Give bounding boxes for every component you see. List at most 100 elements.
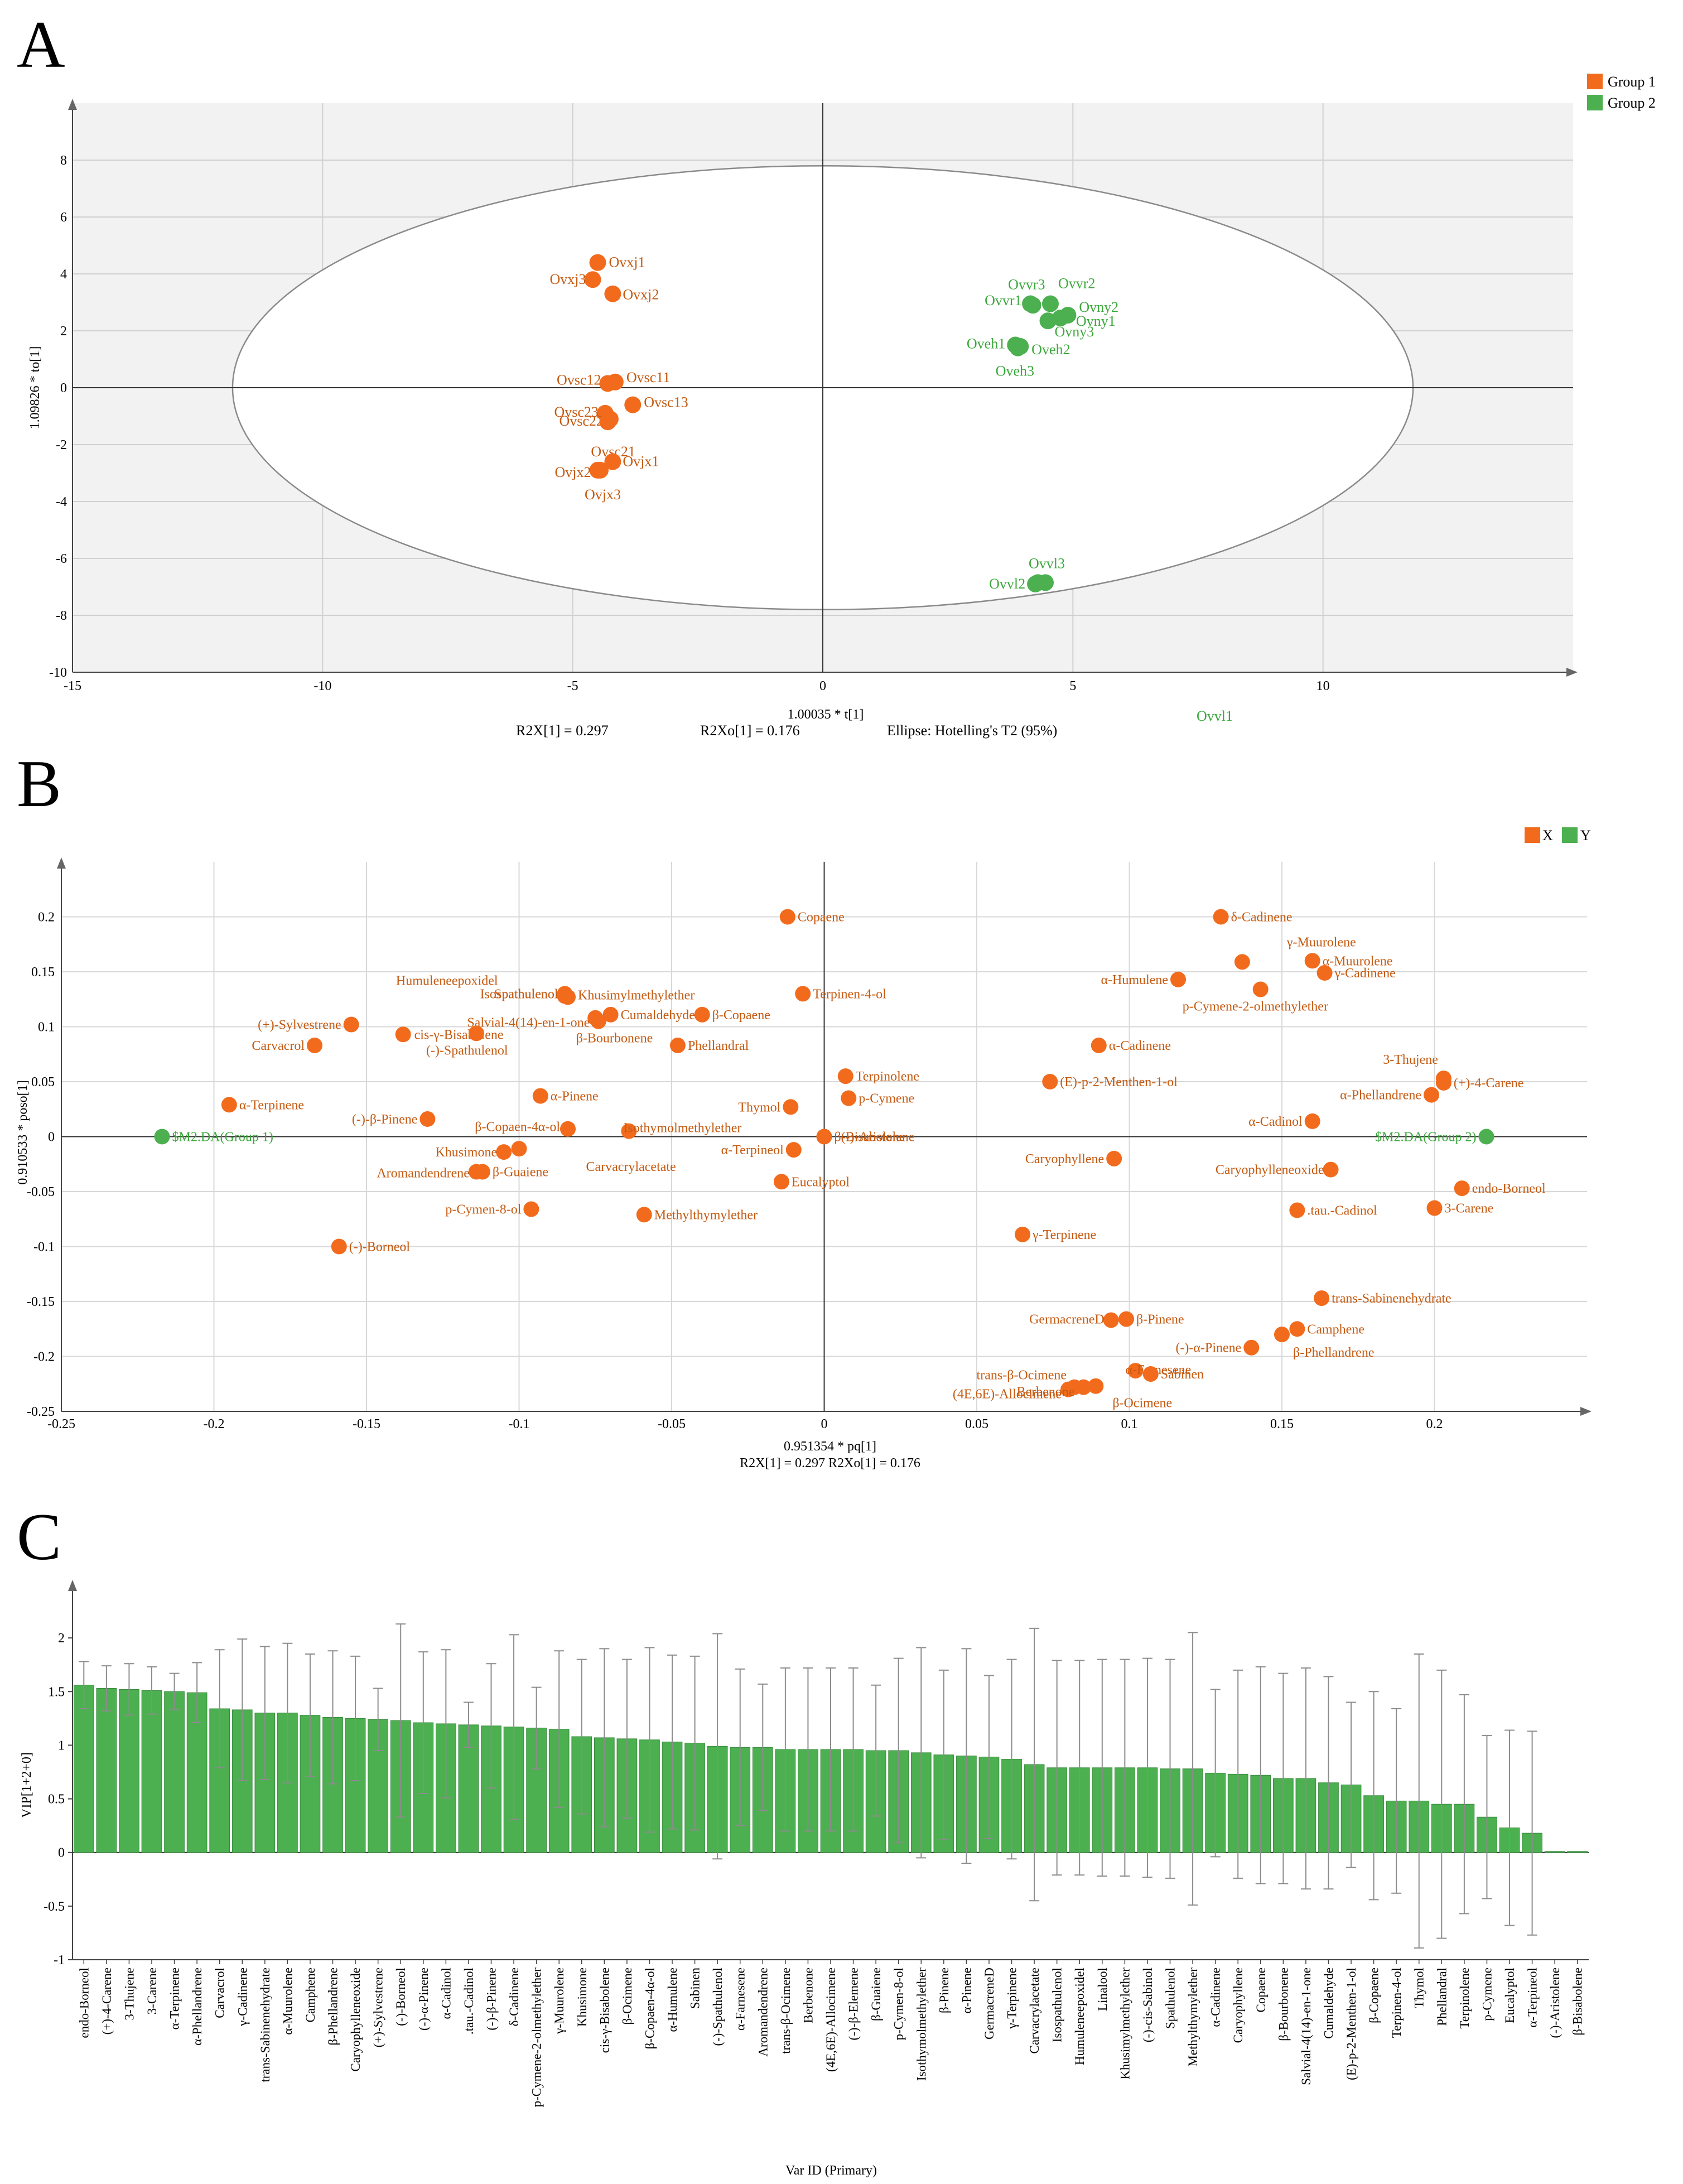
loading-label-bisabolene: β-Bisabolene: [835, 1130, 905, 1145]
loading-point-pinene: [419, 1111, 436, 1127]
a-ytick-label: 6: [60, 210, 67, 225]
vip-label-farnesene: α-Farnesene: [734, 1968, 748, 2031]
loading-point-terpinene: [1015, 1226, 1031, 1242]
vip-label-caryophylleneoxide: Caryophylleneoxide: [349, 1968, 363, 2072]
a-x-arrow: [1566, 668, 1578, 677]
a-ytick-label: 2: [60, 324, 67, 339]
vip-label-cadinene: γ-Cadinene: [235, 1968, 249, 2027]
loading-point-borneol: [331, 1238, 347, 1255]
loading-point-carvacrol: [307, 1037, 323, 1053]
loading-point-4-carene: [1435, 1074, 1451, 1091]
score-label-oveh2: Oveh2: [1031, 341, 1070, 358]
b-xtick-label: 0.2: [1426, 1417, 1443, 1431]
loading-point-camphene: [1289, 1321, 1305, 1337]
vip-label-p-cymen-8-ol: p-Cymen-8-ol: [892, 1968, 906, 2040]
vip-label-4-carene: (+)-4-Carene: [100, 1968, 114, 2034]
b-xtick-label: 0.1: [1121, 1417, 1138, 1431]
loading-point-sabinen: [1142, 1366, 1159, 1382]
score-label-ovxj3: Ovxj3: [550, 271, 586, 287]
loading-label-cadinene: δ-Cadinene: [1231, 910, 1293, 925]
loading-label-p-cymen-8-ol: p-Cymen-8-ol: [445, 1203, 521, 1217]
score-label-ovny2: Ovny2: [1079, 299, 1118, 315]
loading-label-salvial-4-14-en-1-one: Salvial-4(14)-en-1-one: [467, 1016, 590, 1030]
loading-point-muurolene: [1304, 953, 1320, 969]
loading-point-muurolene: [1234, 954, 1250, 970]
loading-point-3-carene: [1426, 1200, 1443, 1216]
a-xtick-label: 5: [1069, 679, 1076, 693]
a-xtick-label: -10: [314, 679, 331, 693]
panel-a-letter: A: [17, 7, 65, 81]
loading-point-ocimene: [1088, 1378, 1104, 1394]
vip-label-salvial-4-14-en-1-one: Salvial-4(14)-en-1-one: [1299, 1968, 1313, 2085]
vip-label-sabinen: Sabinen: [688, 1968, 702, 2009]
score-label-ovvl3: Ovvl3: [1029, 555, 1065, 571]
score-point-oveh3: [1009, 339, 1026, 356]
loading-point-khusimylmethylether: [560, 989, 576, 1005]
score-label-ovny3: Ovny3: [1055, 324, 1094, 340]
c-ytick-label: 1: [58, 1738, 65, 1753]
panel-c-error-bars: [79, 1623, 1537, 1949]
b-xtick-label: -0.1: [509, 1417, 530, 1431]
loading-label-3-carene: 3-Carene: [1445, 1202, 1494, 1216]
loading-point-caryophylleneoxide: [1323, 1161, 1339, 1178]
vip-label-cadinol: α-Cadinol: [439, 1968, 453, 2019]
loading-label-tau-cadinol: .tau.-Cadinol: [1307, 1203, 1377, 1218]
vip-label-germacrened: GermacreneD: [982, 1968, 996, 2040]
a-xtick-label: 10: [1316, 679, 1330, 693]
loading-point-cadinene: [1091, 1037, 1107, 1053]
vip-bar-endo-borneol: [73, 1685, 94, 1853]
vip-label-trans-ocimene: trans-β-Ocimene: [779, 1968, 793, 2054]
score-point-ovsc21: [599, 413, 616, 431]
loading-label-copaene: β-Copaene: [712, 1008, 770, 1023]
loading-label-aristolene: (-)-Aristolene: [841, 1130, 915, 1145]
a-xtick-label: 0: [819, 679, 826, 693]
score-label-ovsc13: Ovsc13: [644, 394, 688, 411]
c-ytick-label: 0.5: [48, 1792, 65, 1807]
loading-point-farnesene: [1127, 1363, 1144, 1379]
loading-point-cis-bisabolene: [395, 1026, 411, 1043]
loading-label-4-carene: (+)-4-Carene: [1454, 1076, 1523, 1091]
legend-label-group1: Group 1: [1608, 74, 1656, 90]
loading-point-copaen-4-ol: [560, 1121, 576, 1137]
a-y-arrow: [68, 99, 77, 110]
vip-bar-bisabolene: [1567, 1851, 1588, 1853]
loading-label-phellandrene: β-Phellandrene: [1293, 1346, 1375, 1360]
loading-label-terpinolene: Terpinolene: [856, 1069, 919, 1084]
panel-c-letter: C: [17, 1500, 61, 1574]
loading-point-sylvestrene: [343, 1016, 359, 1033]
vip-label-carvacrol: Carvacrol: [213, 1968, 227, 2018]
legend-label-x: X: [1542, 827, 1553, 843]
score-label-ovny1: Ovny1: [1076, 313, 1116, 329]
loading-point-terpinolene: [837, 1068, 853, 1084]
score-label-ovxj1: Ovxj1: [609, 254, 645, 271]
loading-point-phellandrene: [1274, 1327, 1290, 1343]
b-y-arrow: [57, 857, 66, 869]
loading-point-caryophyllene: [1106, 1150, 1122, 1166]
loading-point-phellandral: [669, 1037, 686, 1053]
loading-point-endo-borneol: [1454, 1180, 1470, 1197]
loading-label-camphene: Camphene: [1307, 1322, 1364, 1337]
score-point-ovxj1: [589, 254, 606, 271]
vip-label-ocimene: β-Ocimene: [620, 1968, 634, 2024]
loading-label-p-cymene: p-Cymene: [859, 1092, 914, 1106]
loading-point-cumaldehyde: [602, 1006, 619, 1023]
score-point-ovsc11: [606, 373, 624, 390]
score-label-ovvr3: Ovvr3: [1008, 277, 1045, 293]
score-label-ovsc23: Ovsc23: [554, 404, 599, 420]
score-label-ovsc22: Ovsc22: [559, 413, 603, 429]
vip-bar-terpinene: [164, 1691, 185, 1853]
loading-label-guaiene: β-Guaiene: [493, 1165, 548, 1180]
vip-label-cis-bisabolene: cis-γ-Bisabolene: [597, 1968, 611, 2053]
panel-a-r2xo: R2Xo[1] = 0.176: [700, 722, 800, 739]
score-point-ovny3: [1039, 312, 1057, 330]
score-label-ovsc11: Ovsc11: [626, 369, 670, 385]
loading-point-pinene: [1243, 1339, 1260, 1356]
vip-label-khusimone: Khusimone: [575, 1968, 589, 2027]
loading-label-trans-sabinenehydrate: trans-Sabinenehydrate: [1332, 1291, 1451, 1306]
panel-a-ellipse-caption: Ellipse: Hotelling's T2 (95%): [887, 722, 1057, 739]
vip-label-sylvestrene: (+)-Sylvestrene: [372, 1968, 385, 2047]
legend-label-group2: Group 2: [1608, 95, 1656, 111]
loading-point-m2-da-group-2: [1478, 1129, 1494, 1145]
vip-label-tau-cadinol: .tau.-Cadinol: [462, 1968, 476, 2034]
vip-label-thymol: Thymol: [1412, 1968, 1426, 2008]
